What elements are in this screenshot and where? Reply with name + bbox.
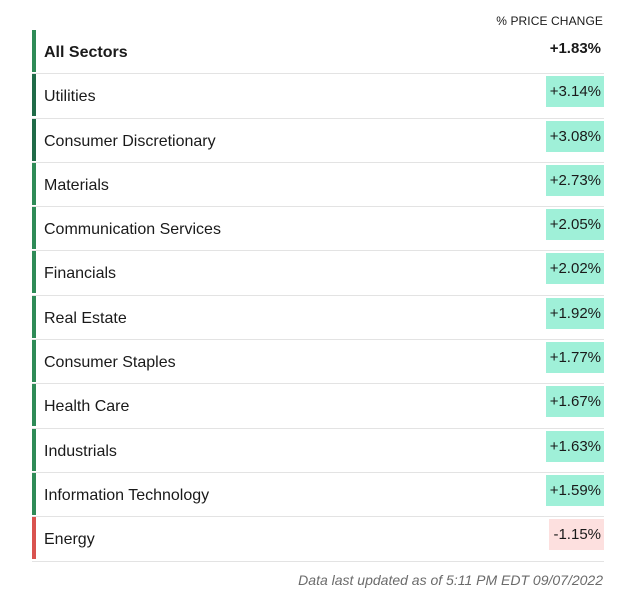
sector-change-value: -1.15% <box>549 519 604 551</box>
sector-name: Industrials <box>44 442 117 460</box>
sector-bar <box>32 30 36 72</box>
sector-bar <box>32 162 36 205</box>
sector-bar <box>32 207 36 250</box>
sector-row-consumer-staples[interactable]: Consumer Staples +1.77% <box>32 340 604 385</box>
sector-bar <box>32 251 36 294</box>
sector-change-value: +2.02% <box>545 253 604 285</box>
sector-bar <box>32 428 36 471</box>
sector-change-value: +1.59% <box>545 474 604 506</box>
sector-row-all-sectors[interactable]: All Sectors +1.83% <box>32 30 604 75</box>
sector-change-value: +1.92% <box>545 297 604 329</box>
sector-bar <box>32 74 36 117</box>
sector-row-energy[interactable]: Energy -1.15% <box>32 517 604 562</box>
sector-name: Information Technology <box>44 486 210 504</box>
sector-change-value: +1.77% <box>545 342 604 374</box>
sector-row-real-estate[interactable]: Real Estate +1.92% <box>32 295 604 341</box>
sector-change-value: +1.67% <box>545 386 604 418</box>
sector-name: Energy <box>44 531 95 549</box>
sector-performance-table: All Sectors +1.83% Utilities +3.14% Cons… <box>32 30 604 562</box>
sector-name: Health Care <box>44 398 130 416</box>
sector-row-industrials[interactable]: Industrials +1.63% <box>32 428 604 473</box>
sector-row-health-care[interactable]: Health Care +1.67% <box>32 384 604 429</box>
sector-change-value: +1.63% <box>545 430 604 462</box>
sector-change-value: +2.05% <box>545 209 604 241</box>
sector-name: Materials <box>44 176 109 194</box>
sector-change-value: +3.08% <box>545 120 604 152</box>
sector-bar <box>32 295 36 338</box>
sector-row-materials[interactable]: Materials +2.73% <box>32 162 604 208</box>
sector-bar <box>32 472 36 515</box>
sector-change-value: +3.14% <box>545 76 604 108</box>
sector-name: Financials <box>44 265 117 283</box>
sector-change-value: +1.83% <box>549 40 601 57</box>
sector-name: Consumer Discretionary <box>44 132 216 150</box>
last-updated-note: Data last updated as of 5:11 PM EDT 09/0… <box>298 572 603 588</box>
sector-row-consumer-discretionary[interactable]: Consumer Discretionary +3.08% <box>32 118 604 163</box>
price-change-column-header: % PRICE CHANGE <box>496 14 603 28</box>
sector-bar <box>32 118 36 161</box>
sector-bar <box>32 517 36 560</box>
sector-bar <box>32 384 36 427</box>
sector-name: Real Estate <box>44 309 127 327</box>
sector-row-information-technology[interactable]: Information Technology +1.59% <box>32 472 604 518</box>
sector-row-financials[interactable]: Financials +2.02% <box>32 251 604 296</box>
sector-row-communication-services[interactable]: Communication Services +2.05% <box>32 207 604 252</box>
sector-name: All Sectors <box>44 44 128 61</box>
sector-change-value: +2.73% <box>545 164 604 196</box>
sector-name: Utilities <box>44 88 96 106</box>
sector-row-utilities[interactable]: Utilities +3.14% <box>32 74 604 119</box>
sector-name: Consumer Staples <box>44 354 176 372</box>
sector-name: Communication Services <box>44 221 221 239</box>
sector-bar <box>32 340 36 383</box>
